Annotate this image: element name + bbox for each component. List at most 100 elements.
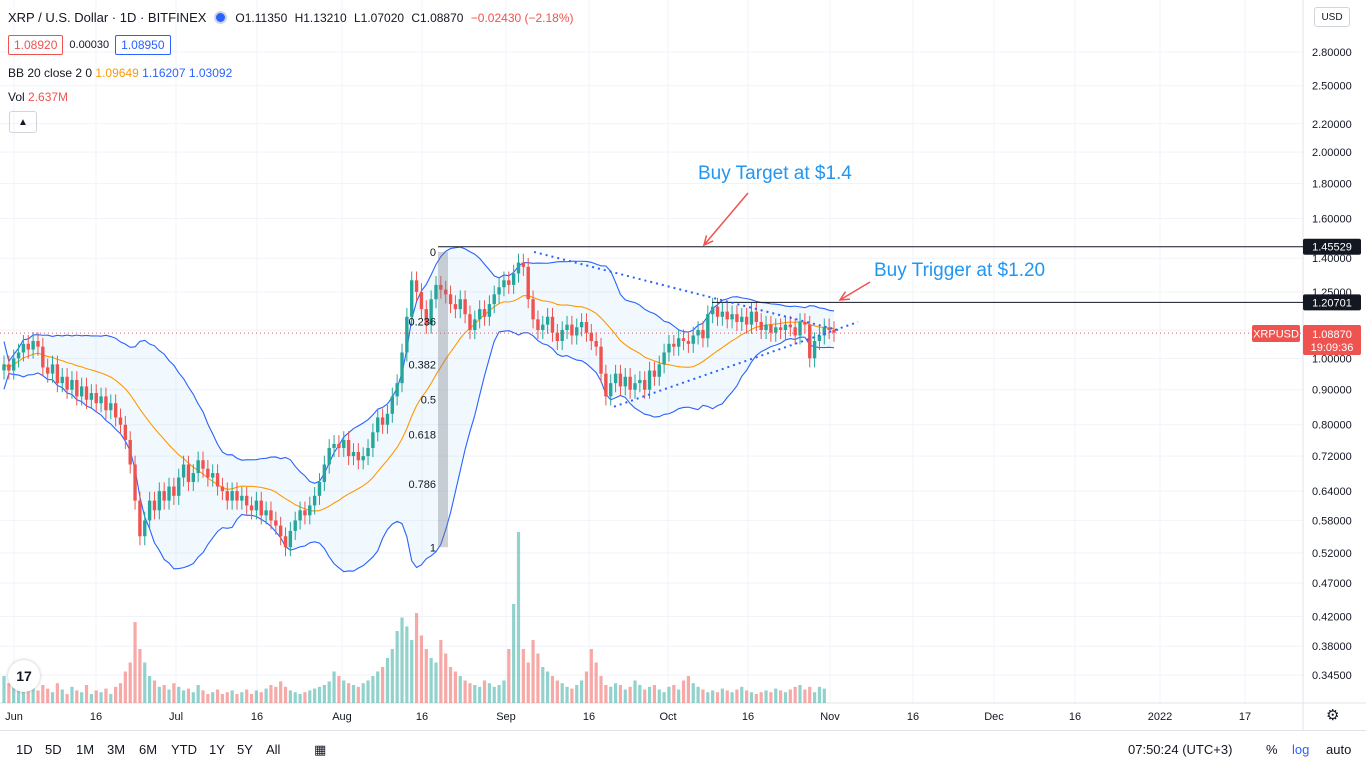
auto-scale-button[interactable]: auto [1326, 742, 1352, 757]
timeframe-6m-button[interactable]: 6M [139, 742, 158, 757]
volume-bar [822, 688, 826, 703]
candle-body [691, 335, 695, 344]
buy-target-annotation[interactable]: Buy Target at $1.4 [698, 163, 852, 184]
volume-bar [560, 683, 564, 703]
x-tick-label: Oct [659, 711, 676, 723]
tradingview-logo-icon[interactable]: 17 [8, 660, 40, 692]
candle-body [487, 304, 492, 317]
volume-bar [749, 692, 754, 703]
buy-trigger-annotation[interactable]: Buy Trigger at $1.20 [874, 260, 1046, 281]
volume-bar [516, 532, 521, 703]
buy-price-button[interactable]: 1.08950 [115, 35, 171, 55]
candle-body [322, 464, 327, 482]
candle-body [133, 464, 137, 501]
calendar-range-icon[interactable]: ▦ [314, 742, 327, 757]
price-tag-1455-bg [1303, 238, 1361, 255]
price-chart[interactable]: 2.80000 2.50000 2.20000 2.00000 1.80000 1.600… [0, 0, 1366, 730]
volume-bar [817, 686, 822, 703]
volume-bar [245, 689, 249, 703]
volume-bar [385, 658, 390, 703]
volume-bar [55, 683, 59, 703]
volume-bar [405, 626, 409, 703]
volume-bar [429, 658, 433, 703]
candle-body [157, 491, 162, 511]
fib-level-label: 0.618 [408, 429, 436, 441]
log-scale-button[interactable]: log [1292, 742, 1310, 757]
candle-body [385, 413, 390, 425]
candle-body [594, 341, 598, 347]
volume-bar [565, 686, 569, 703]
candle-body [769, 324, 773, 333]
chevron-up-icon[interactable]: ▲ [9, 111, 37, 133]
volume-bar [478, 686, 482, 703]
timeframe-1d-button[interactable]: 1D [16, 742, 33, 757]
timeframe-1m-button[interactable]: 1M [76, 742, 95, 757]
volume-legend[interactable]: Vol 2.637M [8, 90, 68, 104]
timeframe-1y-button[interactable]: 1Y [209, 742, 225, 757]
candle-body [502, 280, 506, 288]
volume-bar [356, 686, 360, 703]
ohlc-values: O1.11350 H1.13210 L1.07020 C1.08870 −0.0… [235, 11, 577, 25]
timeframe-5d-button[interactable]: 5D [45, 742, 62, 757]
volume-bar [424, 649, 428, 703]
volume-bar [75, 690, 79, 703]
candle-body [793, 327, 797, 336]
clock-timezone[interactable]: 07:50:24 (UTC+3) [1128, 742, 1233, 757]
bollinger-legend[interactable]: BB 20 close 2 0 1.09649 1.16207 1.03092 [8, 66, 232, 80]
volume-bar [482, 680, 487, 703]
volume-bar [327, 681, 331, 703]
ohlc-close: C1.08870 [411, 10, 464, 25]
candle-body [463, 299, 467, 315]
candle-body [715, 306, 720, 317]
volume-bar [240, 692, 244, 703]
percent-scale-button[interactable]: % [1266, 742, 1278, 757]
candle-body [570, 324, 574, 336]
volume-bar [550, 676, 555, 703]
fib-level-label: 1 [430, 542, 436, 554]
candle-body [380, 417, 385, 425]
gear-icon[interactable]: ⚙ [1326, 707, 1340, 724]
symbol-title[interactable]: XRP / U.S. Dollar · 1D · BITFINEX [8, 10, 207, 25]
candle-body [453, 304, 458, 310]
candle-body [312, 495, 317, 506]
timeframe-ytd-button[interactable]: YTD [171, 742, 197, 757]
candle-body [667, 343, 671, 353]
volume-bar [463, 680, 467, 703]
volume-bar [254, 690, 258, 703]
y-tick-label: 2.80000 [1312, 47, 1352, 59]
trigger-arrow [839, 281, 871, 301]
timeframe-5y-button[interactable]: 5Y [237, 742, 253, 757]
volume-bar [70, 686, 74, 703]
volume-bar [390, 649, 394, 703]
candle-body [65, 376, 69, 390]
volume-bar [31, 686, 35, 703]
candle-body [516, 262, 521, 274]
bar-countdown: 19:09:36 [1311, 342, 1354, 354]
volume-bar [41, 685, 45, 703]
candle-body [220, 486, 225, 492]
candle-body [686, 341, 691, 344]
candle-body [643, 379, 647, 390]
candle-body [434, 284, 438, 300]
price-tag-1455: 1.45529 [1312, 242, 1352, 254]
candle-body [443, 289, 448, 295]
x-tick-label: 16 [742, 711, 754, 723]
sell-price-button[interactable]: 1.08920 [8, 35, 64, 55]
candle-body [274, 520, 278, 526]
volume-bar [798, 685, 802, 703]
timeframe-3m-button[interactable]: 3M [107, 742, 126, 757]
volume-bar [264, 688, 268, 703]
volume-bar [313, 688, 317, 703]
candle-body [657, 364, 661, 377]
candle-body [541, 324, 545, 330]
volume-bar [594, 662, 598, 703]
ohlc-open: O1.11350 [235, 10, 288, 25]
currency-button[interactable]: USD [1314, 7, 1350, 27]
volume-bar [152, 680, 157, 703]
volume-bar [191, 692, 195, 703]
candle-body [521, 262, 526, 267]
volume-bar [812, 692, 817, 703]
candle-body [147, 500, 152, 521]
timeframe-all-button[interactable]: All [266, 742, 281, 757]
candle-body [104, 396, 108, 411]
